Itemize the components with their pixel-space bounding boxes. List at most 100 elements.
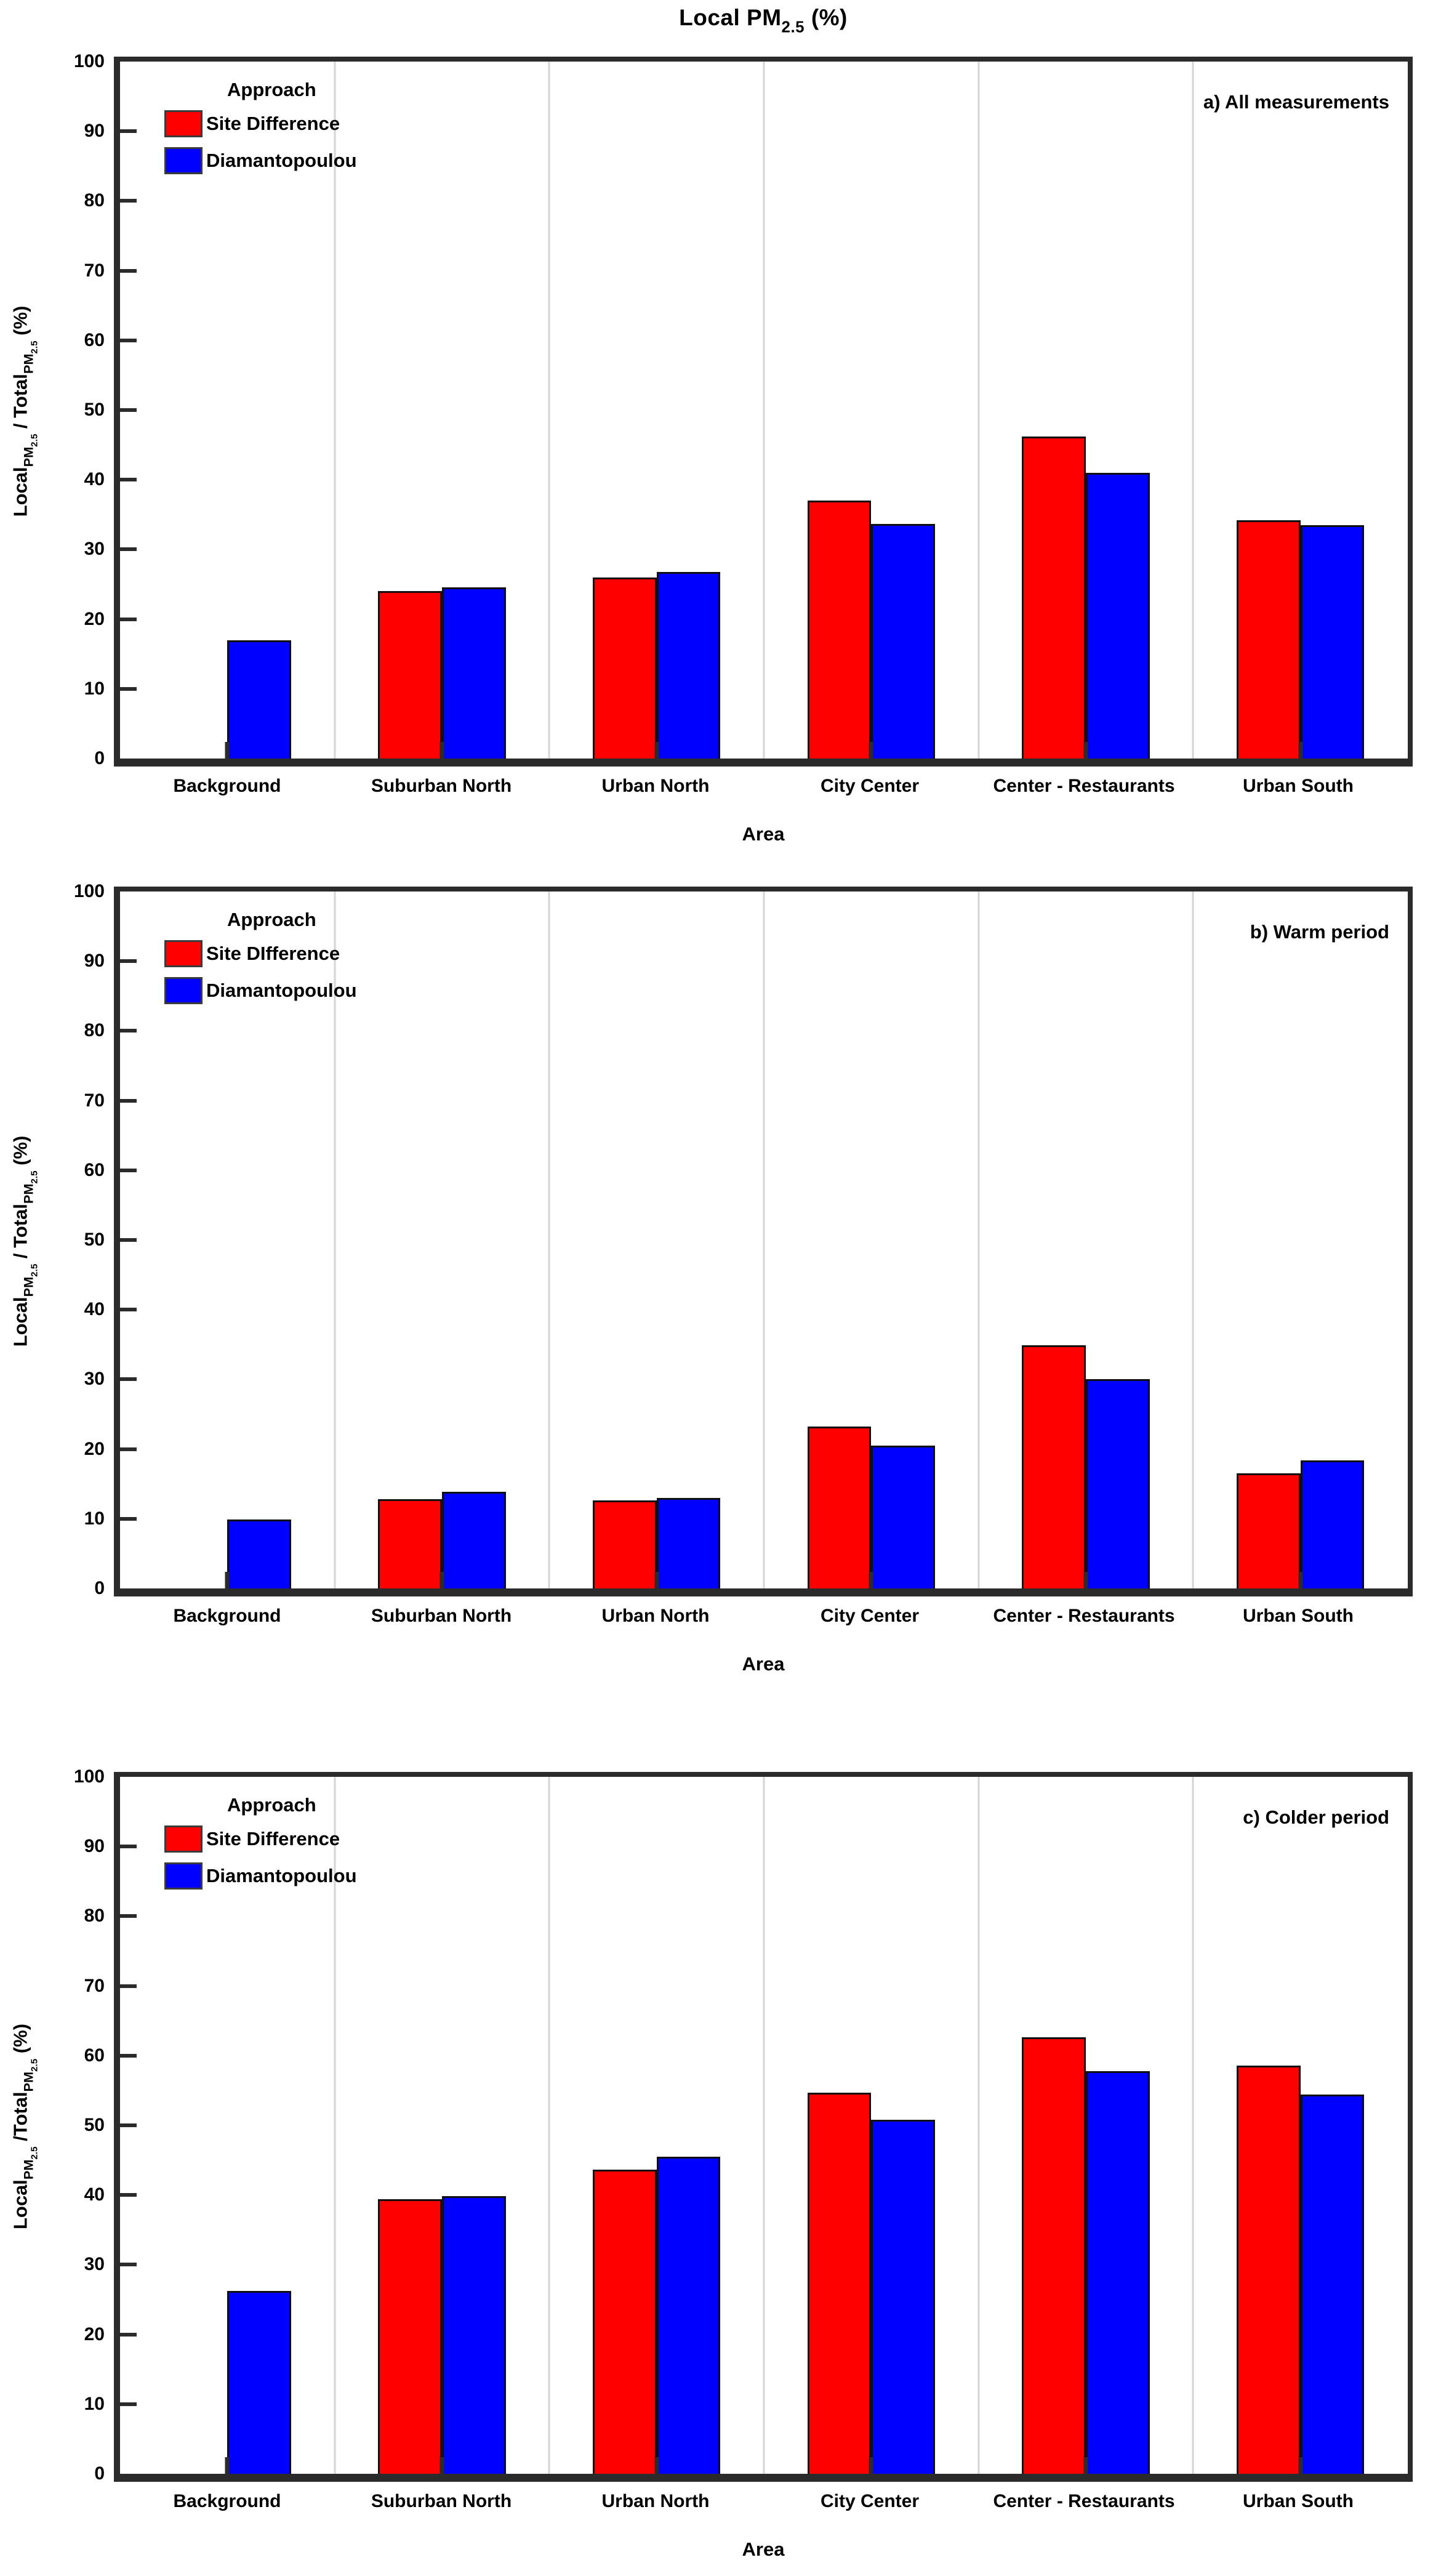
x-tick xyxy=(1298,2457,1303,2474)
bar-site-difference-urban-north xyxy=(593,1500,657,1588)
x-tick xyxy=(654,742,659,759)
y-tick xyxy=(120,2193,137,2197)
bar-diamantopoulou-city-center xyxy=(871,523,935,759)
x-tick xyxy=(1298,742,1303,759)
x-tick xyxy=(869,2457,873,2474)
legend-entry-diamantopoulou: Diamantopoulou xyxy=(164,1862,357,1890)
x-tick xyxy=(440,742,444,759)
x-category-label: Suburban North xyxy=(371,2491,512,2511)
legend: Approach Site Difference Diamantopoulou xyxy=(164,1794,357,1890)
y-tick-label: 10 xyxy=(84,1508,105,1529)
x-tick xyxy=(1298,1572,1303,1588)
y-tick-label: 80 xyxy=(84,190,105,211)
bar-diamantopoulou-suburban-north xyxy=(442,1491,506,1588)
gridline xyxy=(334,892,336,1588)
y-tick-labels: 0 10 20 30 40 50 60 70 80 90 100 xyxy=(0,51,105,768)
x-category-label: Center - Restaurants xyxy=(993,2491,1175,2511)
legend-label: Diamantopoulou xyxy=(206,1865,357,1886)
x-tick xyxy=(1083,742,1088,759)
y-tick-label: 30 xyxy=(84,2254,105,2275)
gridline xyxy=(1192,892,1194,1588)
bar-diamantopoulou-urban-south xyxy=(1300,2095,1365,2474)
x-tick xyxy=(654,1572,659,1588)
y-tick-label: 60 xyxy=(84,2045,105,2066)
y-tick-label: 100 xyxy=(73,1766,105,1787)
bar-site-difference-center-restaurants xyxy=(1022,437,1086,759)
y-tick-label: 0 xyxy=(94,748,105,768)
bar-diamantopoulou-background xyxy=(227,2291,291,2474)
plot-frame: Approach Site Difference Diamantopoulou … xyxy=(114,57,1413,767)
x-category-label: Center - Restaurants xyxy=(993,1606,1175,1626)
y-tick xyxy=(120,129,137,134)
x-category-label: Urban South xyxy=(1243,2491,1354,2511)
y-tick xyxy=(120,1238,137,1242)
x-category-label: Urban North xyxy=(601,1606,710,1626)
bar-diamantopoulou-center-restaurants xyxy=(1086,2071,1150,2474)
y-tick xyxy=(120,959,137,964)
x-tick xyxy=(654,2457,659,2474)
x-category-label: Urban South xyxy=(1243,776,1354,796)
panel-annotation: b) Warm period xyxy=(1250,921,1389,943)
plot-frame: Approach Site DIfference Diamantopoulou … xyxy=(114,887,1413,1596)
bar-diamantopoulou-center-restaurants xyxy=(1086,1379,1150,1588)
panel-colder-period: LocalPM2.5 /TotalPM2.5 (%) 0 10 20 30 40 50 60… xyxy=(0,1766,1441,2560)
y-tick xyxy=(120,547,137,552)
legend-swatch-diamantopoulou xyxy=(164,1862,203,1890)
y-tick-label: 90 xyxy=(84,121,105,142)
y-tick-label: 10 xyxy=(84,2393,105,2414)
x-category-label: Urban South xyxy=(1243,1606,1354,1626)
plot-area xyxy=(120,62,1408,759)
y-tick-label: 70 xyxy=(84,1090,105,1111)
y-tick-labels: 0 10 20 30 40 50 60 70 80 90 100 xyxy=(0,881,105,1598)
legend-entry-site-difference: Site Difference xyxy=(164,110,357,138)
y-tick-label: 40 xyxy=(84,2184,105,2205)
y-tick xyxy=(120,1098,137,1103)
y-tick-label: 20 xyxy=(84,1438,105,1459)
y-tick xyxy=(120,2332,137,2337)
x-category-label: City Center xyxy=(820,776,920,796)
x-category-label: Center - Restaurants xyxy=(993,776,1175,796)
y-tick-label: 0 xyxy=(94,1578,105,1598)
y-tick xyxy=(120,338,137,342)
x-tick xyxy=(1083,1572,1088,1588)
y-tick xyxy=(120,1377,137,1382)
y-tick-label: 50 xyxy=(84,2115,105,2135)
bar-site-difference-suburban-north xyxy=(378,1499,442,1588)
x-category-label: Urban North xyxy=(601,2491,710,2511)
title-subscript: 2.5 xyxy=(781,18,805,36)
legend-title: Approach xyxy=(227,909,316,930)
x-category-label: Background xyxy=(173,2491,281,2511)
x-tick xyxy=(440,1572,444,1588)
legend: Approach Site Difference Diamantopoulou xyxy=(164,79,357,175)
y-tick xyxy=(120,199,137,203)
plot-area xyxy=(120,892,1408,1588)
legend-title: Approach xyxy=(227,79,316,100)
bar-diamantopoulou-urban-south xyxy=(1300,525,1365,759)
y-tick xyxy=(120,408,137,412)
y-tick-labels: 0 10 20 30 40 50 60 70 80 90 100 xyxy=(0,1766,105,2484)
bar-site-difference-city-center xyxy=(807,2092,872,2474)
y-tick xyxy=(120,1447,137,1451)
panel-all-measurements: LocalPM2.5 / TotalPM2.5 (%) 0 10 20 30 40 50 6… xyxy=(0,51,1441,845)
y-tick-label: 20 xyxy=(84,608,105,629)
bar-site-difference-urban-north xyxy=(593,577,657,759)
legend-swatch-diamantopoulou xyxy=(164,977,203,1004)
y-tick xyxy=(120,478,137,482)
x-tick xyxy=(225,1572,230,1588)
legend-swatch-site-difference xyxy=(164,1825,203,1853)
gridline xyxy=(763,892,765,1588)
y-tick xyxy=(120,268,137,273)
y-tick-label: 30 xyxy=(84,1369,105,1390)
plot-area xyxy=(120,1777,1408,2474)
y-tick xyxy=(120,2053,137,2058)
y-tick-label: 50 xyxy=(84,1230,105,1250)
x-tick xyxy=(440,2457,444,2474)
y-tick xyxy=(120,2123,137,2127)
x-category-label: Suburban North xyxy=(371,1606,512,1626)
gridline xyxy=(763,1777,765,2474)
x-tick xyxy=(1083,2457,1088,2474)
y-tick-label: 70 xyxy=(84,260,105,281)
legend-label: Site Difference xyxy=(206,1828,340,1849)
gridline xyxy=(977,62,980,759)
legend-label: Diamantopoulou xyxy=(206,980,357,1001)
